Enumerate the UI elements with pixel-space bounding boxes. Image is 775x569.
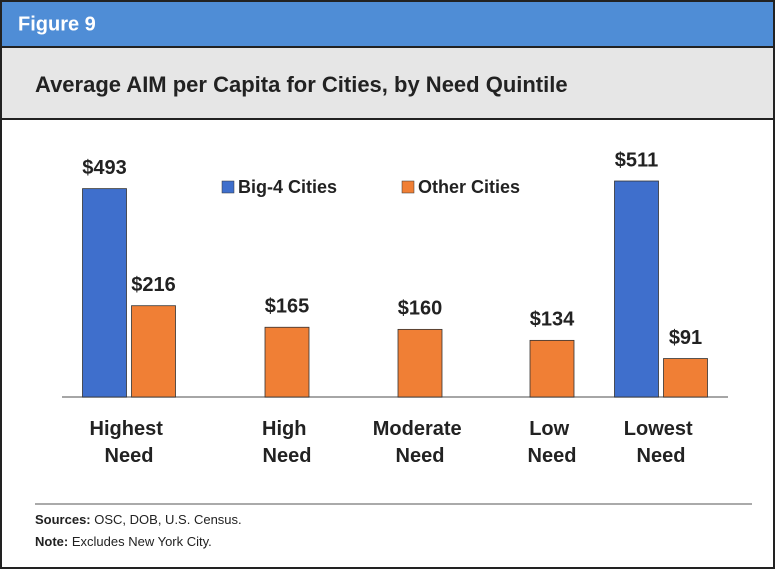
bar — [131, 305, 176, 398]
x-tick-line: Need — [105, 445, 154, 467]
legend-swatch — [401, 180, 415, 194]
x-tick-label: Moderate Need — [373, 418, 467, 467]
x-tick-label: Lowest Need — [624, 418, 698, 467]
note-label: Note: — [35, 534, 68, 549]
bar — [82, 188, 127, 398]
x-tick-label: Highest Need — [90, 418, 169, 467]
value-label: $165 — [265, 296, 310, 318]
sources-label: Sources: — [35, 512, 91, 527]
x-tick-line: Need — [396, 445, 445, 467]
sources-text: OSC, DOB, U.S. Census. — [94, 512, 241, 527]
x-tick-line: Highest — [90, 418, 169, 440]
x-tick-line: Need — [263, 445, 312, 467]
header-band — [2, 2, 773, 46]
value-label: $134 — [530, 309, 575, 331]
x-tick-line: Need — [528, 445, 577, 467]
x-tick-line: High — [262, 418, 312, 440]
x-tick-line: Need — [637, 445, 686, 467]
x-tick-line: Moderate — [373, 418, 467, 440]
note-text: Excludes New York City. — [72, 534, 212, 549]
value-label: $511 — [615, 149, 658, 171]
value-label: $160 — [398, 298, 443, 320]
bar — [529, 339, 575, 398]
bar — [614, 180, 659, 398]
value-label: $91 — [669, 327, 702, 349]
x-tick-label: Low Need — [528, 418, 577, 467]
bar — [663, 358, 708, 398]
chart-title: Average AIM per Capita for Cities, by Ne… — [35, 72, 568, 97]
bar — [397, 328, 443, 398]
value-label: $216 — [131, 274, 176, 296]
value-label: $493 — [82, 157, 127, 179]
title-band — [2, 47, 773, 119]
note: Note: Excludes New York City. — [35, 534, 212, 549]
legend-label: Other Cities — [418, 177, 520, 197]
sources: Sources: OSC, DOB, U.S. Census. — [35, 512, 242, 527]
x-tick-line: Lowest — [624, 418, 698, 440]
figure-label: Figure 9 — [18, 13, 96, 35]
legend-swatch — [221, 180, 235, 194]
x-tick-line: Low — [529, 418, 575, 440]
legend-label: Big-4 Cities — [238, 177, 337, 197]
x-tick-label: High Need — [262, 418, 312, 467]
bar — [264, 326, 310, 398]
